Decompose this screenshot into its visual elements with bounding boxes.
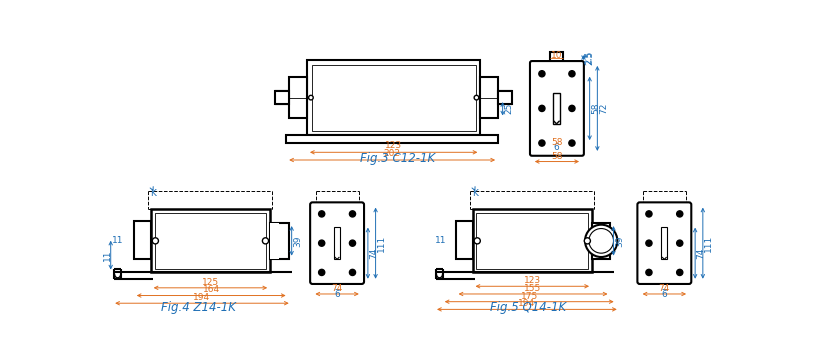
- Text: 123: 123: [385, 141, 402, 150]
- Circle shape: [568, 105, 574, 111]
- Text: 25: 25: [504, 103, 513, 115]
- Circle shape: [676, 211, 682, 217]
- Bar: [275, 92, 289, 104]
- Circle shape: [568, 140, 574, 146]
- Circle shape: [319, 269, 324, 276]
- Bar: [497, 92, 511, 104]
- Bar: [591, 223, 609, 258]
- Text: 202: 202: [383, 149, 400, 158]
- Text: 164: 164: [202, 285, 219, 294]
- Text: 74: 74: [696, 247, 705, 259]
- Bar: [549, 52, 563, 63]
- Circle shape: [645, 211, 651, 217]
- Bar: [151, 209, 269, 272]
- Text: 11: 11: [434, 236, 446, 245]
- Bar: [553, 93, 559, 124]
- Bar: [311, 64, 475, 131]
- Text: 58: 58: [550, 152, 562, 161]
- Text: Fig.3 C12-1K: Fig.3 C12-1K: [359, 152, 434, 165]
- Text: Fig.5 Q14-1K: Fig.5 Q14-1K: [489, 301, 565, 314]
- Text: 10: 10: [550, 52, 562, 61]
- Bar: [472, 209, 591, 272]
- Bar: [155, 213, 266, 268]
- Bar: [306, 60, 480, 135]
- Circle shape: [262, 238, 269, 244]
- Text: 6: 6: [334, 290, 340, 299]
- Text: K: K: [471, 189, 477, 198]
- Text: 125: 125: [201, 278, 219, 287]
- Bar: [269, 223, 279, 258]
- FancyBboxPatch shape: [310, 202, 364, 284]
- Circle shape: [588, 228, 613, 253]
- Text: 6: 6: [553, 143, 559, 152]
- Text: 74: 74: [658, 284, 669, 293]
- Text: 39: 39: [293, 235, 302, 247]
- Text: 2.5: 2.5: [584, 50, 593, 65]
- Circle shape: [645, 269, 651, 276]
- Circle shape: [568, 71, 574, 77]
- Text: 2.5: 2.5: [584, 51, 592, 64]
- Text: 11: 11: [103, 249, 112, 261]
- Text: 155: 155: [524, 284, 541, 293]
- Text: 74: 74: [369, 247, 378, 259]
- Bar: [476, 213, 587, 268]
- Circle shape: [584, 225, 617, 257]
- FancyBboxPatch shape: [636, 202, 690, 284]
- Bar: [333, 227, 340, 259]
- Text: 72: 72: [598, 103, 607, 114]
- Circle shape: [676, 240, 682, 246]
- Text: 6: 6: [661, 290, 667, 299]
- Circle shape: [538, 71, 545, 77]
- Bar: [455, 221, 472, 259]
- Circle shape: [349, 211, 355, 217]
- Circle shape: [319, 240, 324, 246]
- Text: 123: 123: [523, 276, 541, 285]
- Text: 58: 58: [550, 138, 562, 147]
- Circle shape: [319, 211, 324, 217]
- Text: 175: 175: [520, 291, 537, 300]
- Circle shape: [473, 238, 480, 244]
- Text: Fig.4 Z14-1K: Fig.4 Z14-1K: [161, 301, 236, 314]
- Circle shape: [473, 95, 478, 100]
- Circle shape: [676, 269, 682, 276]
- FancyBboxPatch shape: [529, 61, 583, 156]
- Circle shape: [349, 269, 355, 276]
- Text: 194: 194: [518, 299, 535, 308]
- Circle shape: [584, 238, 590, 244]
- Circle shape: [349, 240, 355, 246]
- Text: 111: 111: [704, 234, 713, 252]
- Bar: [480, 77, 497, 118]
- Text: 194: 194: [193, 293, 210, 302]
- Text: 111: 111: [377, 234, 386, 252]
- Text: 74: 74: [331, 284, 342, 293]
- Circle shape: [308, 95, 313, 100]
- Text: K: K: [150, 189, 156, 198]
- Circle shape: [538, 140, 545, 146]
- Bar: [133, 221, 151, 259]
- Bar: [289, 77, 306, 118]
- Text: 39: 39: [614, 235, 623, 247]
- Bar: [286, 135, 497, 143]
- Bar: [269, 223, 288, 258]
- Circle shape: [645, 240, 651, 246]
- Bar: [660, 227, 667, 259]
- Circle shape: [152, 238, 158, 244]
- Text: 58: 58: [590, 103, 600, 114]
- Circle shape: [538, 105, 545, 111]
- Text: 11: 11: [111, 236, 123, 245]
